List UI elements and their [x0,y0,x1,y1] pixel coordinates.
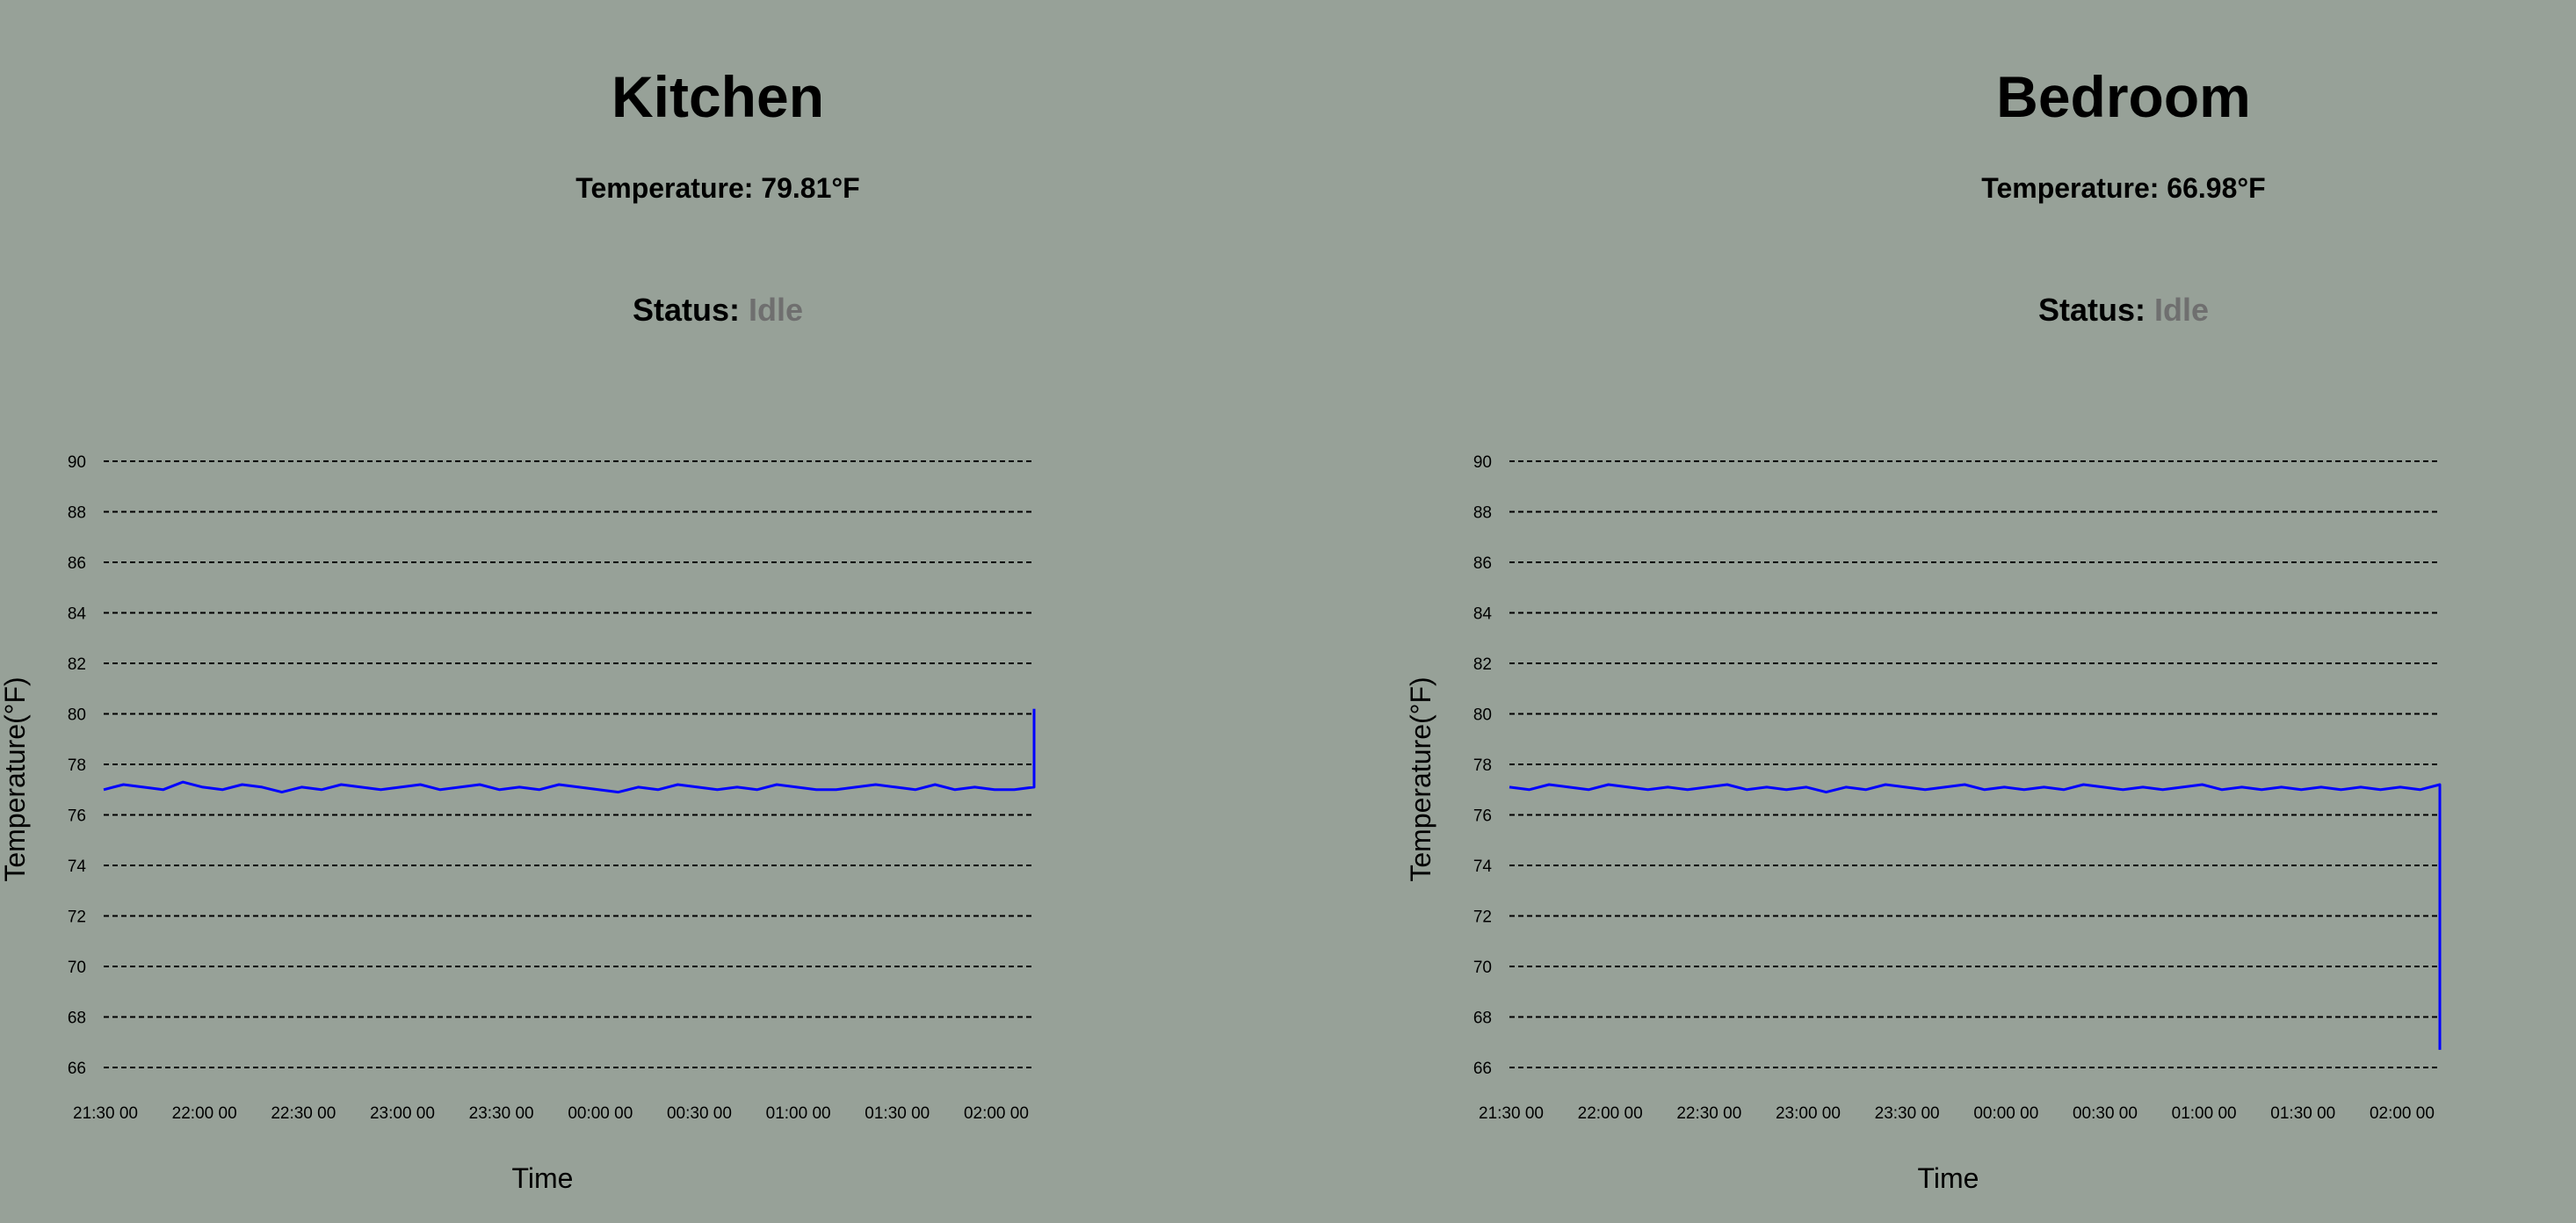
y-tick-label: 80 [68,706,86,725]
x-tick-label: 23:30 00 [1875,1104,1940,1123]
x-tick-label: 01:00 00 [2172,1104,2237,1123]
bedroom-panel: Bedroom Temperature: 66.98°F Status: Idl… [1405,0,2576,1223]
y-tick-label: 80 [1473,706,1492,725]
kitchen-panel: Kitchen Temperature: 79.81°F Status: Idl… [0,64,1036,1194]
x-axis-label: Time [1918,1162,1979,1194]
y-axis-label: Temperature(°F) [0,677,31,881]
y-tick-label: 68 [68,1010,86,1028]
status-line: Status: Idle [1406,292,2576,329]
x-axis-label: Time [512,1162,574,1194]
x-tick-label: 01:30 00 [865,1104,930,1123]
temperature-readout: Temperature: 79.81°F [575,172,860,204]
y-tick-label: 90 [1473,453,1492,472]
y-tick-label: 68 [1473,1010,1492,1028]
x-tick-label: 22:00 00 [1578,1104,1643,1123]
x-tick-label: 00:00 00 [568,1104,633,1123]
status-value: Idle [2154,292,2210,328]
room-title: Bedroom [1996,64,2251,129]
status-label: Status: [632,292,740,328]
y-tick-label: 76 [68,807,86,826]
x-tick-label: 21:30 00 [1479,1104,1544,1123]
room-title: Kitchen [611,64,825,129]
x-tick-label: 02:00 00 [2370,1104,2435,1123]
temperature-series-line [1509,783,2442,1050]
x-tick-label: 23:30 00 [469,1104,534,1123]
y-tick-label: 84 [68,605,87,624]
y-tick-label: 66 [68,1060,86,1078]
y-axis-label: Temperature(°F) [1405,677,1436,881]
y-tick-label: 70 [1473,959,1492,977]
y-tick-label: 72 [1473,908,1492,927]
bedroom-temperature-chart: 90 88 86 84 82 80 78 76 74 72 70 68 66 21:30 00 22:00 … [1405,453,2442,1194]
x-tick-label: 23:00 00 [370,1104,435,1123]
x-tick-label: 02:00 00 [964,1104,1029,1123]
y-tick-label: 74 [68,858,87,876]
temperature-series-line [103,708,1036,794]
x-tick-label: 22:00 00 [172,1104,237,1123]
y-tick-label: 84 [1473,605,1493,624]
temperature-readout: Temperature: 66.98°F [1981,172,2266,204]
y-tick-label: 86 [68,554,86,573]
x-tick-label: 01:00 00 [766,1104,831,1123]
kitchen-temperature-chart: 90 88 86 84 82 80 78 76 74 72 70 68 66 21:30 00 22:00 … [0,453,1036,1194]
y-tick-label: 72 [68,908,86,927]
status-label: Status: [2037,292,2145,328]
x-tick-label: 00:30 00 [2073,1104,2138,1123]
x-tick-label: 01:30 00 [2270,1104,2335,1123]
x-tick-label: 00:30 00 [667,1104,732,1123]
y-tick-label: 78 [68,756,86,775]
y-tick-label: 70 [68,959,86,977]
x-tick-label: 22:30 00 [271,1104,336,1123]
y-tick-label: 82 [68,655,86,674]
y-tick-label: 88 [1473,504,1492,523]
x-tick-label: 21:30 00 [73,1104,138,1123]
y-tick-label: 88 [68,504,86,523]
y-tick-label: 78 [1473,756,1492,775]
y-tick-label: 74 [1473,858,1493,876]
x-tick-label: 23:00 00 [1776,1104,1841,1123]
y-tick-label: 86 [1473,554,1492,573]
y-tick-label: 76 [1473,807,1492,826]
y-tick-label: 66 [1473,1060,1492,1078]
status-line: Status: Idle [0,292,1436,329]
y-tick-label: 82 [1473,655,1492,674]
x-tick-label: 00:00 00 [1973,1104,2038,1123]
x-tick-label: 22:30 00 [1676,1104,1741,1123]
status-value: Idle [749,292,804,328]
y-tick-label: 90 [68,453,86,472]
